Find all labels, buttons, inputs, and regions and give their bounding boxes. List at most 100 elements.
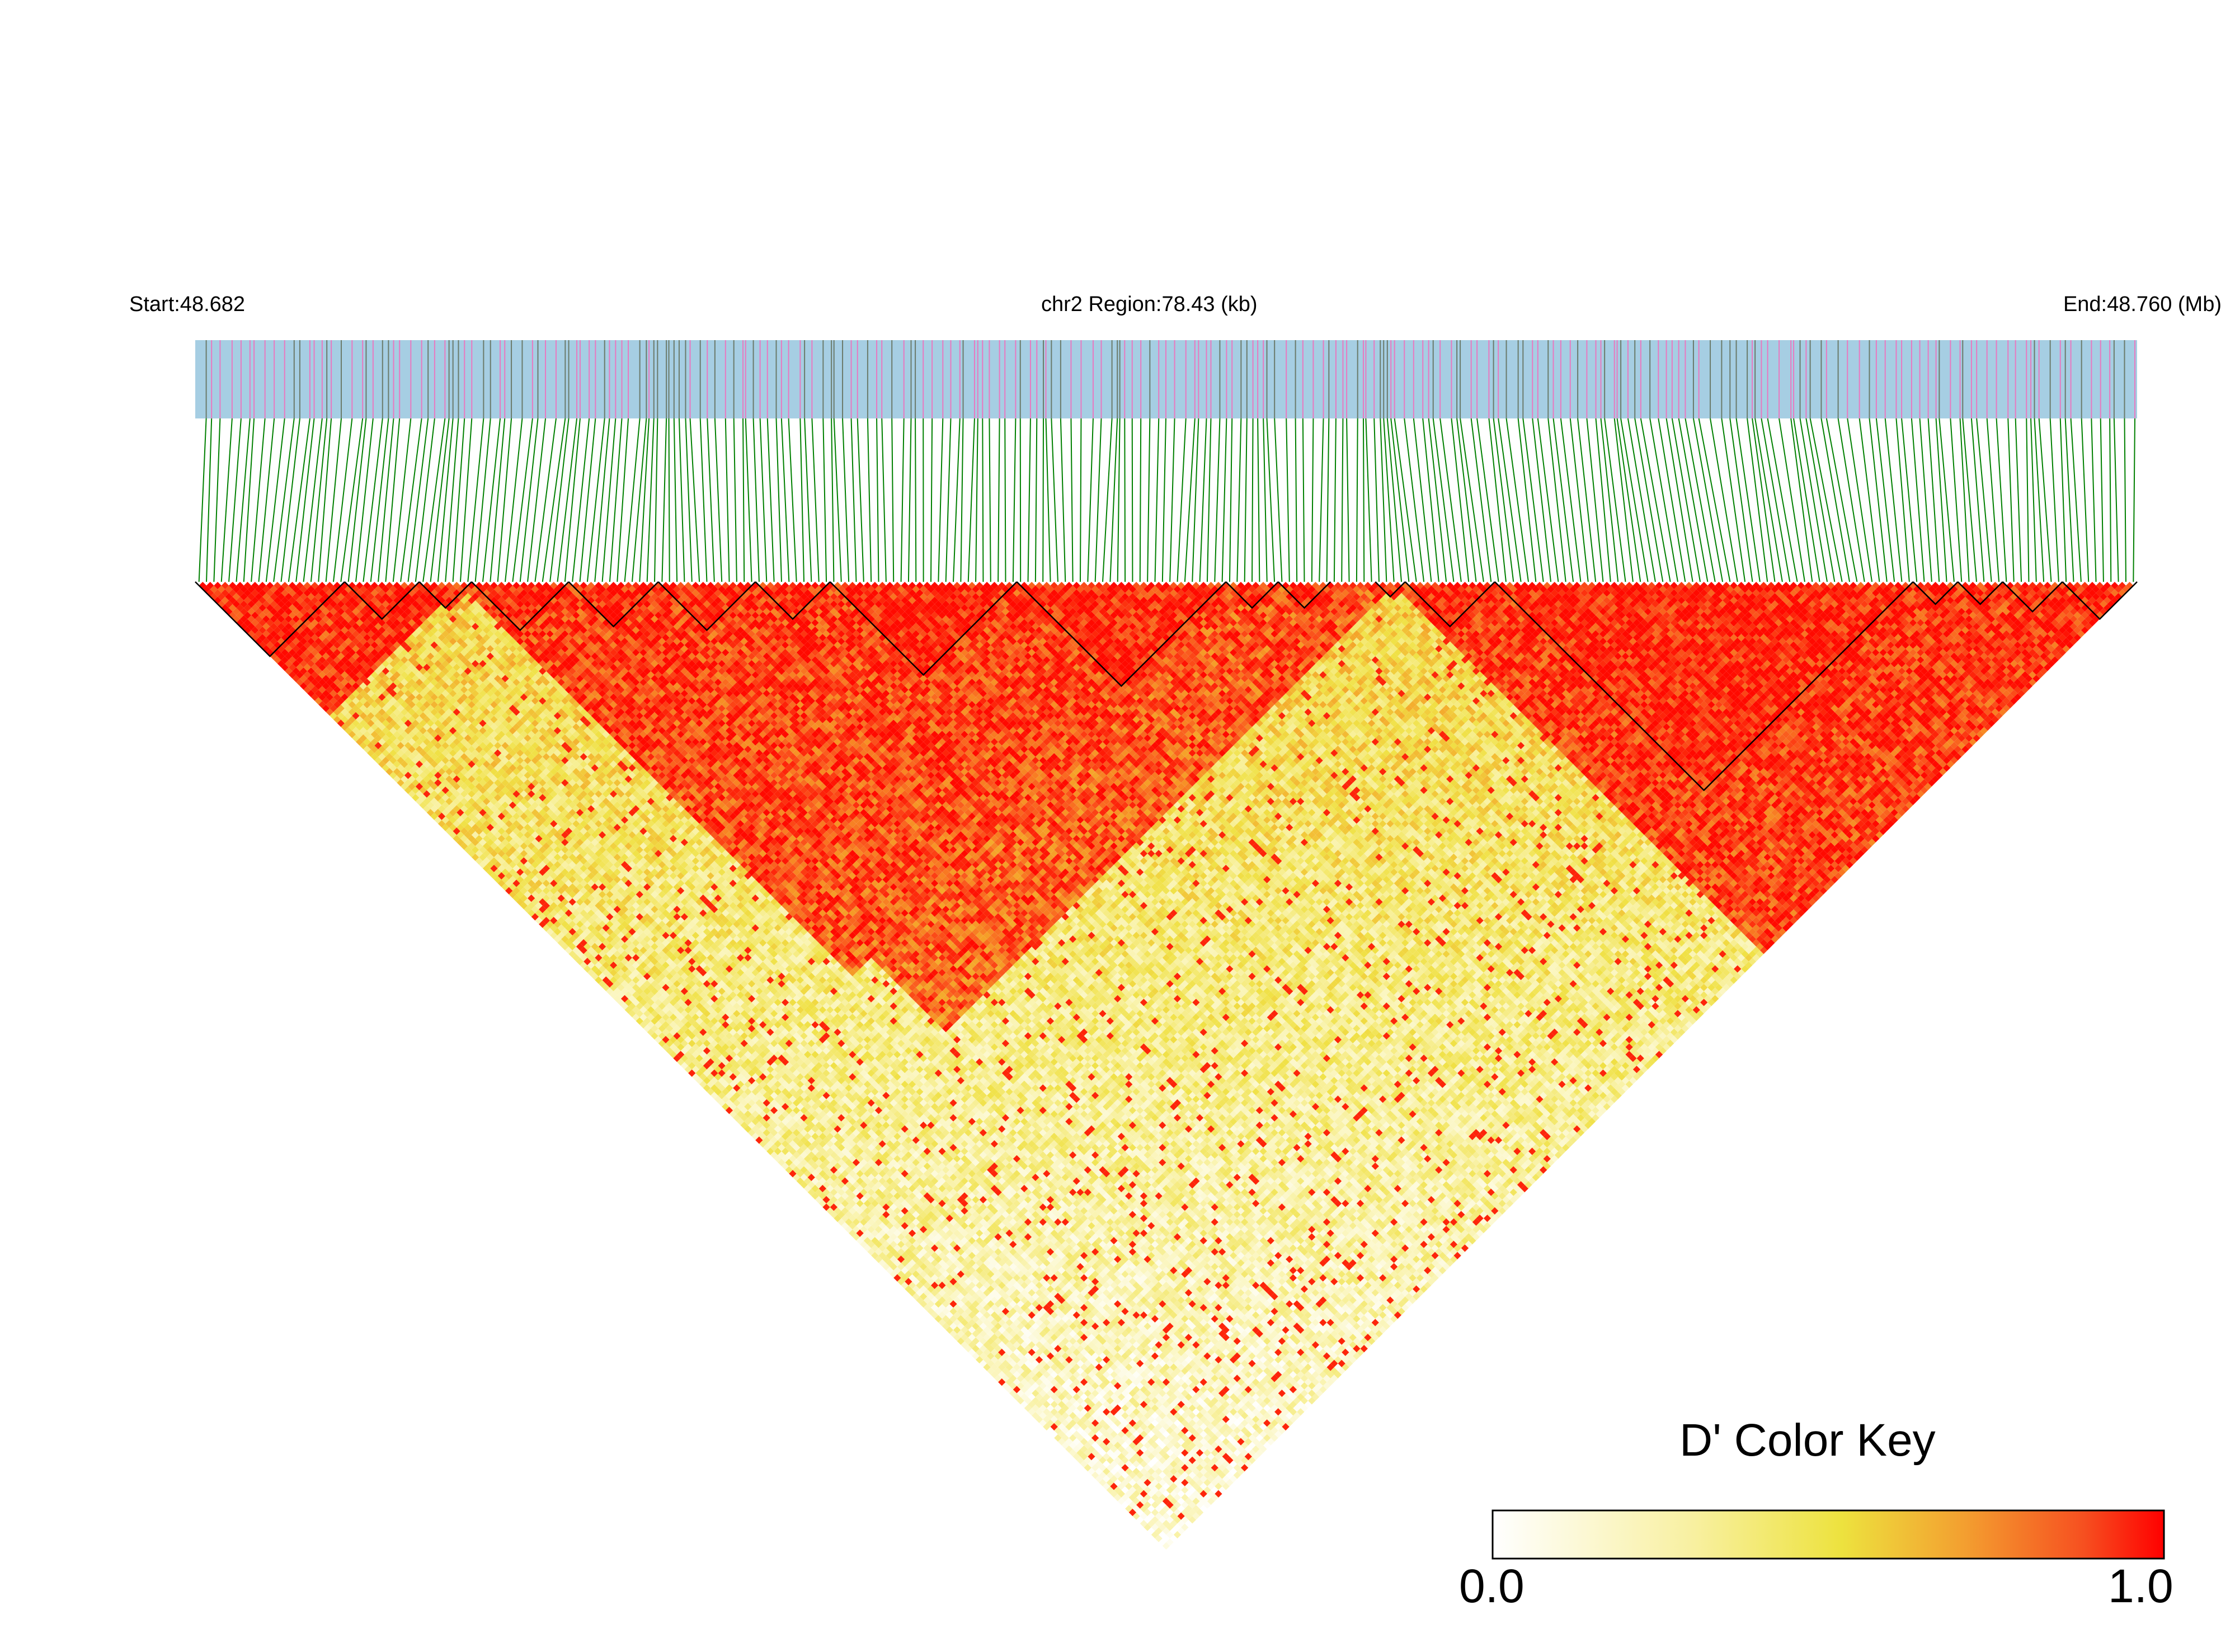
heatmap-cell [389, 771, 397, 779]
snp-connector [689, 418, 700, 582]
heatmap-cell [1017, 1397, 1024, 1405]
heatmap-cell [651, 1024, 658, 1033]
snp-connector [1665, 418, 1693, 582]
heatmap-cell [930, 1303, 939, 1312]
heatmap-cell [281, 656, 289, 664]
heatmap-cell [445, 812, 453, 820]
heatmap-cell [1099, 1471, 1107, 1479]
heatmap-cell [437, 812, 446, 820]
heatmap-cell [763, 1136, 770, 1144]
heatmap-cell [322, 697, 330, 705]
snp-connector [1161, 418, 1166, 582]
snp-connector [1747, 418, 1768, 582]
snp-connector [1199, 418, 1207, 582]
snp-connector [733, 418, 737, 582]
heatmap-cell [415, 797, 424, 806]
heatmap-cell [382, 756, 390, 765]
heatmap-cell [793, 1166, 801, 1174]
snp-connector [631, 418, 647, 582]
heatmap-cell [412, 786, 420, 794]
heatmap-cell [445, 827, 453, 835]
snp-connector [497, 418, 512, 582]
heatmap-cell [818, 1192, 827, 1200]
snp-connector [1221, 418, 1227, 582]
heatmap-cell [457, 823, 464, 831]
snp-connector [482, 418, 501, 582]
heatmap-cell [763, 1143, 770, 1152]
heatmap-cell [486, 853, 494, 862]
snp-connector [831, 418, 835, 582]
snp-connector [1505, 418, 1529, 582]
snp-connector [594, 418, 610, 582]
snp-connector [340, 418, 364, 582]
heatmap-cell [707, 1088, 714, 1096]
heatmap-cell [542, 909, 550, 917]
heatmap-cell [1061, 1442, 1069, 1449]
heatmap-cell [419, 801, 427, 809]
heatmap-cell [546, 913, 554, 921]
snp-connector [982, 418, 984, 582]
heatmap-cell [221, 596, 229, 604]
snp-connector [1333, 418, 1337, 582]
heatmap-cell [509, 891, 517, 898]
heatmap-cell [520, 902, 528, 910]
heatmap-cell [378, 745, 386, 754]
snp-connector [668, 418, 670, 582]
heatmap-cell [314, 689, 322, 698]
snp-connector [1640, 418, 1671, 582]
snp-connector [430, 418, 450, 582]
snp-connector [1451, 418, 1470, 582]
heatmap-cell [1128, 1508, 1137, 1517]
snp-connector [1537, 418, 1559, 582]
snp-connector [1432, 418, 1455, 582]
snp-connector [975, 418, 978, 582]
heatmap-cell [393, 768, 401, 775]
snp-connector [355, 418, 374, 582]
heatmap-cell [408, 790, 416, 798]
snp-connector [1996, 418, 2007, 582]
snp-connector [1710, 418, 1738, 582]
snp-connector [347, 418, 367, 582]
heatmap-cell [232, 608, 241, 615]
heatmap-cell [867, 1240, 875, 1249]
heatmap-cell [426, 808, 435, 817]
heatmap-cell [856, 1229, 864, 1237]
heatmap-cell [296, 663, 304, 671]
heatmap-cell [333, 716, 341, 723]
heatmap-cell [849, 1229, 857, 1237]
snp-connector [2026, 418, 2030, 582]
snp-connector [505, 418, 523, 582]
snp-connector [400, 418, 422, 582]
heatmap-cell [505, 879, 513, 887]
snp-connector [490, 418, 506, 582]
heatmap-cell [401, 783, 408, 790]
heatmap-cell [564, 931, 573, 939]
snp-connector [1192, 418, 1199, 582]
heatmap-cell [830, 1211, 838, 1218]
heatmap-cell [397, 779, 404, 787]
heatmap-cell [412, 779, 420, 787]
heatmap-cell [221, 589, 229, 597]
snp-connector [1439, 418, 1462, 582]
heatmap-cell [1117, 1490, 1126, 1498]
heatmap-cell [725, 1107, 733, 1114]
heatmap-cell [277, 652, 285, 660]
heatmap-cell [415, 790, 424, 798]
heatmap-cell [471, 839, 479, 846]
snp-connector [1825, 418, 1858, 582]
snp-connector [228, 418, 242, 582]
snp-connector [1938, 418, 1955, 582]
snp-connector [1295, 418, 1298, 582]
snp-connector [678, 418, 685, 582]
heatmap-cell [363, 731, 371, 738]
heatmap-cell [595, 976, 603, 984]
heatmap-cell [531, 913, 539, 921]
heatmap-cell [1035, 1415, 1043, 1423]
snp-connector [609, 418, 623, 582]
heatmap-cell [520, 894, 528, 902]
heatmap-cell [258, 634, 266, 642]
heatmap-cell [453, 827, 460, 835]
heatmap-cell [949, 1322, 957, 1330]
heatmap-cell [434, 816, 442, 824]
heatmap-cell [1159, 1538, 1166, 1546]
